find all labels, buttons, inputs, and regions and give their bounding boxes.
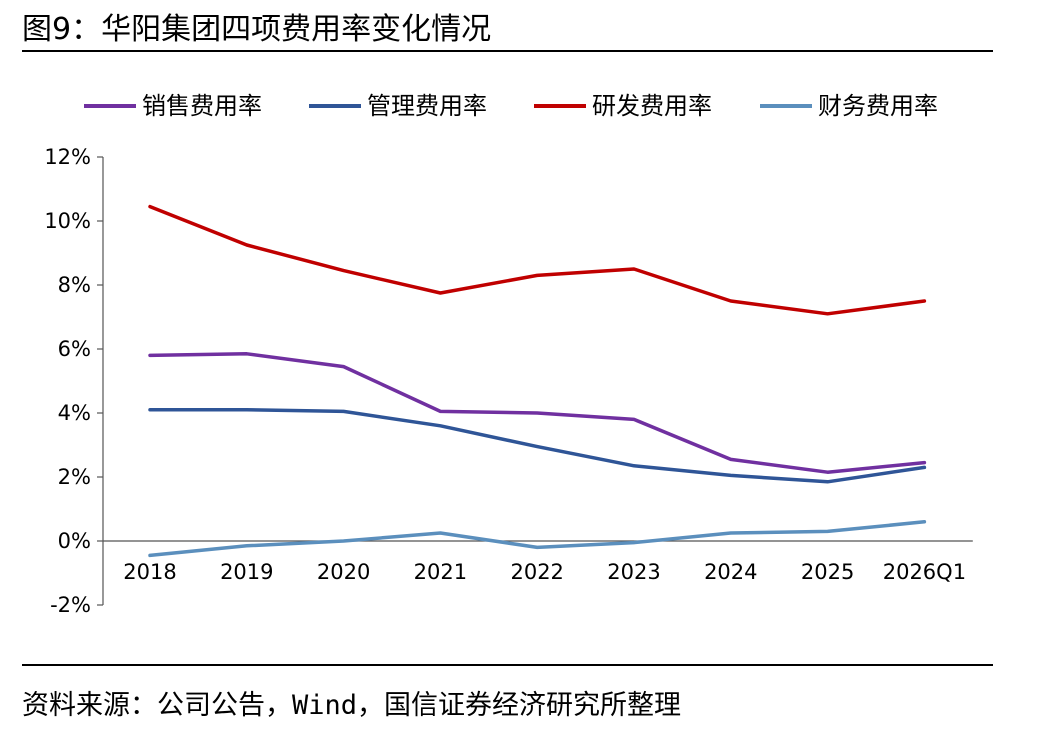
bottom-rule [22, 664, 993, 666]
series-line-4 [148, 520, 927, 558]
y-tick-label: 4% [58, 401, 91, 425]
x-tick-label: 2018 [123, 560, 176, 584]
figure-title: 图9：华阳集团四项费用率变化情况 [22, 12, 492, 47]
y-tick-label: 10% [44, 209, 91, 233]
x-tick-label: 2025 [801, 560, 854, 584]
x-tick-label: 2022 [510, 560, 563, 584]
x-tick-label: 2024 [704, 560, 757, 584]
y-tick-label: 6% [58, 337, 91, 361]
x-tick-label: 2026Q1 [883, 560, 966, 584]
series-line-1 [148, 352, 927, 474]
y-tick-label: -2% [50, 593, 91, 617]
legend-label-2: 管理费用率 [367, 92, 487, 120]
y-tick-label: 2% [58, 465, 91, 489]
x-tick-label: 2021 [414, 560, 467, 584]
legend-label-4: 财务费用率 [818, 92, 938, 120]
legend-label-3: 研发费用率 [592, 92, 712, 120]
series-line-2 [148, 408, 927, 484]
x-tick-label: 2020 [317, 560, 370, 584]
chart-legend: 销售费用率 管理费用率 研发费用率 财务费用率 [84, 92, 938, 120]
x-tick-label: 2019 [220, 560, 273, 584]
chart-axes: 12% 10% 8% 6% 4% 2% 0% -2% 2018 2019 2020 2021 2022 2… [44, 145, 973, 617]
legend-label-1: 销售费用率 [142, 92, 262, 120]
y-tick-label: 12% [44, 145, 91, 169]
y-tick-label: 8% [58, 273, 91, 297]
source-note: 资料来源：公司公告，Wind，国信证券经济研究所整理 [22, 690, 682, 721]
top-rule [22, 50, 993, 52]
chart-series [148, 204, 927, 558]
series-line-3 [148, 204, 927, 316]
y-tick-label: 0% [58, 529, 91, 553]
line-chart: 销售费用率 管理费用率 研发费用率 财务费用率 12% 10% 8% 6% 4% 2% 0% -2%… [44, 92, 973, 617]
x-tick-label: 2023 [607, 560, 660, 584]
